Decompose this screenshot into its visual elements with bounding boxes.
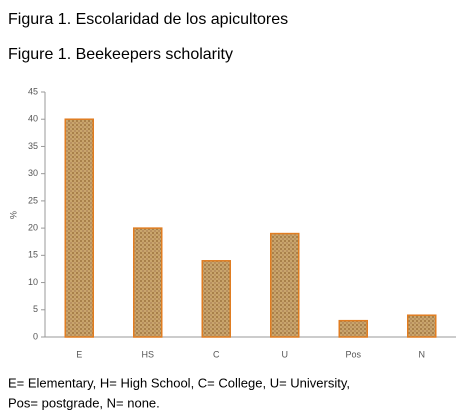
y-tick-label: 15 <box>28 250 38 260</box>
bar <box>270 232 300 338</box>
chart-subtitle: Figure 1. Beekeepers scholarity <box>8 46 233 63</box>
x-tick-label: N <box>419 349 426 359</box>
x-tick-label: Pos <box>345 349 361 359</box>
y-tick-label: 5 <box>33 304 38 314</box>
y-tick-label: 10 <box>28 277 38 287</box>
y-axis-label: % <box>8 211 18 219</box>
y-tick-label: 25 <box>28 195 38 205</box>
chart-title: Figura 1. Escolaridad de los apicultores <box>8 11 288 28</box>
bar <box>64 118 94 338</box>
bar <box>133 227 163 338</box>
x-tick-label: E <box>76 349 82 359</box>
y-tick-label: 0 <box>33 331 38 341</box>
x-tick-label: C <box>213 349 220 359</box>
caption-line: E= Elementary, H= High School, C= Colleg… <box>8 375 350 390</box>
bar <box>201 260 231 338</box>
y-tick-label: 40 <box>28 114 38 124</box>
x-tick-label: HS <box>141 349 154 359</box>
y-tick-label: 30 <box>28 168 38 178</box>
caption-line: Pos= postgrade, N= none. <box>8 395 160 410</box>
y-tick-label: 35 <box>28 141 38 151</box>
y-tick-label: 20 <box>28 222 38 232</box>
y-tick-label: 45 <box>28 86 38 96</box>
bar <box>338 319 368 338</box>
x-tick-label: U <box>282 349 289 359</box>
bar <box>407 314 437 338</box>
